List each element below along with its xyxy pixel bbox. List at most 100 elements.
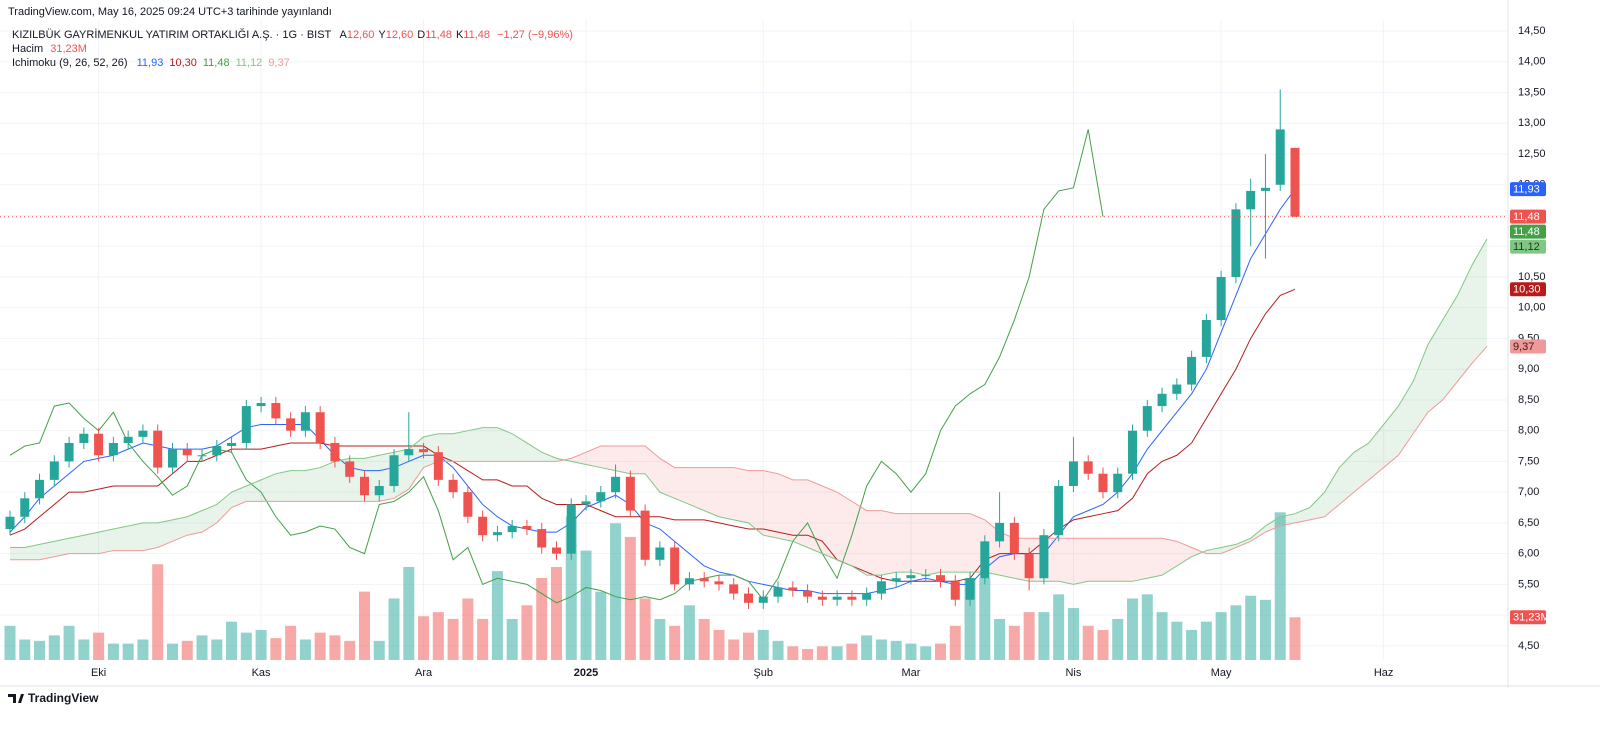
cloud-segment bbox=[187, 510, 203, 536]
cloud-segment bbox=[157, 519, 173, 548]
volume-bar bbox=[1112, 618, 1124, 660]
candle-body bbox=[1009, 522, 1019, 554]
ichimoku-value: 11,48 bbox=[203, 57, 230, 69]
candle-body bbox=[35, 479, 45, 499]
candle-body bbox=[300, 412, 310, 431]
y-tick-label: 6,00 bbox=[1518, 548, 1539, 560]
indicator-lines bbox=[9, 129, 1488, 604]
cloud-segment bbox=[1132, 538, 1148, 582]
candle-body bbox=[167, 449, 177, 468]
volume-value: 31,23M bbox=[50, 43, 87, 55]
candle-body bbox=[463, 492, 473, 517]
volume-bar bbox=[447, 618, 459, 660]
price-tag: 11,48 bbox=[1513, 211, 1540, 223]
cloud-segment bbox=[925, 513, 941, 576]
x-tick-label: Şub bbox=[753, 667, 773, 679]
volume-bar bbox=[920, 646, 932, 660]
candle-body bbox=[891, 578, 901, 582]
volume-bar bbox=[610, 523, 622, 660]
ichimoku-value: 9,37 bbox=[268, 57, 289, 69]
cloud-segment bbox=[822, 486, 838, 560]
volume-bar bbox=[477, 618, 489, 660]
cloud-segment bbox=[792, 479, 808, 548]
legend: KIZILBÜK GAYRİMENKUL YATIRIM ORTAKLIĞI A… bbox=[12, 28, 573, 69]
candle-body bbox=[684, 578, 694, 585]
candle-body bbox=[108, 442, 118, 456]
volume-bar bbox=[1259, 599, 1271, 660]
volume-bar bbox=[743, 632, 754, 660]
volume-bar bbox=[536, 577, 548, 660]
candle-body bbox=[1113, 473, 1123, 493]
price-tag: 11,12 bbox=[1513, 241, 1540, 253]
cloud-segment bbox=[231, 486, 247, 508]
volume-bar bbox=[255, 629, 267, 660]
volume bbox=[4, 512, 1301, 660]
cloud-segment bbox=[1413, 344, 1428, 434]
volume-bar bbox=[550, 567, 562, 660]
volume-bar bbox=[875, 639, 887, 660]
ohlc-key: D bbox=[417, 29, 425, 41]
volume-bar bbox=[418, 616, 430, 660]
volume-bar bbox=[1023, 612, 1035, 660]
candle-body bbox=[788, 587, 798, 591]
logo: TradingView bbox=[8, 691, 99, 705]
volume-bar bbox=[846, 643, 858, 660]
cloud-segment bbox=[1162, 538, 1177, 576]
cloud-segment bbox=[216, 492, 232, 523]
source-text: TradingView.com, May 16, 2025 09:24 UTC+… bbox=[8, 6, 332, 18]
candle-body bbox=[448, 479, 458, 493]
cloud-segment bbox=[851, 501, 867, 576]
volume-bar bbox=[78, 639, 90, 660]
volume-bar bbox=[683, 605, 695, 660]
cloud-segment bbox=[467, 427, 483, 462]
cloud-segment bbox=[1427, 320, 1443, 413]
volume-bar bbox=[580, 550, 592, 660]
candle-body bbox=[79, 433, 89, 443]
candle-body bbox=[64, 442, 74, 462]
x-tick-label: 2025 bbox=[574, 667, 598, 679]
volume-bar bbox=[432, 612, 444, 660]
volume-bar bbox=[373, 640, 385, 660]
cloud-segment bbox=[674, 467, 690, 505]
volume-legend: Hacim 31,23M bbox=[12, 43, 87, 55]
volume-bar bbox=[1156, 612, 1168, 660]
volume-bar bbox=[240, 632, 252, 660]
volume-bar bbox=[403, 567, 415, 660]
cloud-segment bbox=[261, 473, 276, 502]
cloud-segment bbox=[1102, 538, 1118, 582]
candle-body bbox=[581, 501, 591, 505]
cloud-segment bbox=[24, 544, 40, 560]
cloud-segment bbox=[83, 532, 99, 554]
candle-body bbox=[94, 433, 104, 456]
y-tick-label: 13,00 bbox=[1518, 117, 1546, 129]
cloud-segment bbox=[172, 516, 188, 542]
volume-bar bbox=[196, 635, 208, 660]
x-tick-label: Ara bbox=[415, 667, 433, 679]
cloud-segment bbox=[615, 446, 631, 474]
volume-title: Hacim bbox=[12, 43, 43, 55]
cloud-segment bbox=[910, 513, 926, 576]
volume-bar bbox=[949, 625, 961, 660]
volume-tag: 31,23M bbox=[1513, 612, 1550, 624]
volume-bar bbox=[63, 625, 75, 660]
volume-bar bbox=[1186, 629, 1198, 660]
volume-bar bbox=[1274, 512, 1286, 660]
volume-bar bbox=[1127, 598, 1139, 660]
candle-body bbox=[936, 575, 946, 582]
candle-body bbox=[507, 525, 517, 533]
y-tick-label: 14,00 bbox=[1518, 56, 1546, 68]
cloud-segment bbox=[955, 513, 971, 573]
cloud-segment bbox=[689, 467, 705, 511]
volume-bar bbox=[1038, 612, 1050, 660]
candle-body bbox=[773, 587, 783, 597]
cloud bbox=[10, 238, 1487, 585]
y-tick-label: 5,50 bbox=[1518, 578, 1539, 590]
candle-body bbox=[5, 516, 15, 530]
price-tag-bg bbox=[1510, 282, 1546, 297]
cloud-segment bbox=[763, 470, 779, 539]
candle-body bbox=[182, 449, 192, 456]
candle-body bbox=[1187, 356, 1197, 385]
volume-bar bbox=[19, 639, 31, 660]
cloud-segment bbox=[1354, 442, 1369, 493]
